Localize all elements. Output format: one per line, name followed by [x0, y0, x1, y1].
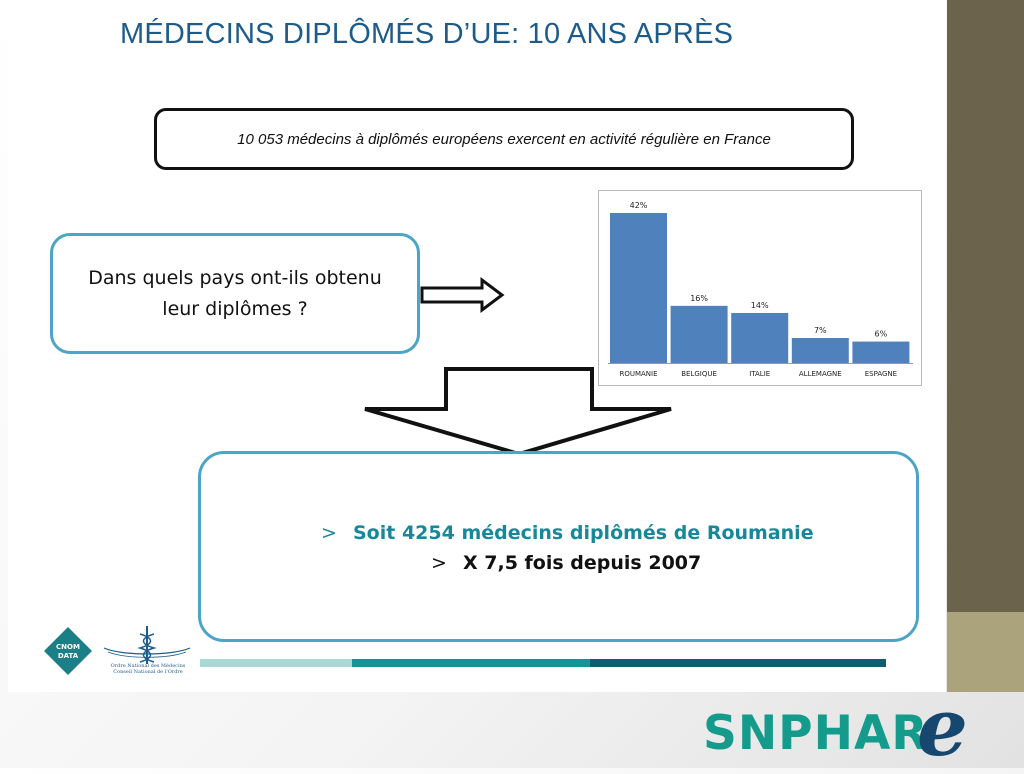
- cnom-data-logo: CNOM DATA: [44, 627, 92, 675]
- result-text-romania: Soit 4254 médecins diplômés de Roumanie: [353, 522, 814, 544]
- tick-label-espagne: ESPAGNE: [865, 370, 897, 378]
- bar-chart-canvas: 42% ROUMANIE 16% BELGIQUE 14% ITALIE 7% ALLEMAG…: [608, 201, 913, 378]
- data-label-allemagne: 7%: [814, 326, 827, 335]
- right-arrow-icon: [420, 277, 505, 313]
- data-label-espagne: 6%: [875, 330, 888, 339]
- data-label-belgique: 16%: [690, 294, 708, 303]
- bar-italie: [731, 313, 789, 363]
- bar-roumanie: [610, 213, 667, 363]
- result-text-growth: X 7,5 fois depuis 2007: [463, 552, 702, 574]
- snphar-logo-text: SNPHAR: [703, 706, 929, 761]
- sidebar-dark-panel: [947, 0, 1024, 612]
- footer-bar-teal: [352, 659, 590, 667]
- bar-allemagne: [791, 338, 849, 363]
- slide-title: MÉDECINS DIPLÔMÉS D’UE: 10 ANS APRÈS: [120, 18, 734, 50]
- ordre-text-line1: Ordre National des Médecins: [110, 663, 186, 669]
- snphar-logo: SNPHAR e: [703, 680, 1021, 774]
- result-box: > Soit 4254 médecins diplômés de Roumanie…: [198, 451, 919, 642]
- tick-label-allemagne: ALLEMAGNE: [799, 370, 842, 378]
- tick-label-italie: ITALIE: [749, 370, 770, 378]
- bar-espagne: [852, 341, 910, 363]
- question-text: Dans quels pays ont-ils obtenu leur dipl…: [88, 266, 382, 320]
- down-arrow-icon: [364, 367, 672, 457]
- bullet-marker: >: [431, 552, 447, 574]
- snphar-logo-e: e: [917, 680, 968, 774]
- result-line-romania: > Soit 4254 médecins diplômés de Roumanie: [321, 522, 814, 544]
- footer-color-bars: [200, 659, 886, 667]
- bar-chart: 42% ROUMANIE 16% BELGIQUE 14% ITALIE 7% ALLEMAG…: [598, 190, 922, 386]
- footer-bar-light: [200, 659, 352, 667]
- bullet-marker: >: [321, 522, 337, 544]
- info-box: 10 053 médecins à diplômés européens exe…: [154, 108, 854, 170]
- result-line-growth: > X 7,5 fois depuis 2007: [431, 552, 701, 574]
- tick-label-roumanie: ROUMANIE: [619, 370, 657, 378]
- ordre-medecins-text: Ordre National des Médecins Conseil Nati…: [103, 663, 193, 675]
- footer-bar-dark: [590, 659, 886, 667]
- sidebar-light-panel: [947, 612, 1024, 692]
- tick-label-belgique: BELGIQUE: [681, 370, 717, 378]
- data-label-roumanie: 42%: [630, 201, 648, 210]
- info-box-text: 10 053 médecins à diplômés européens exe…: [237, 130, 771, 148]
- ordre-medecins-caduceus-logo: [103, 626, 191, 664]
- cnom-logo-line1: CNOM: [56, 643, 80, 651]
- cnom-logo-line2: DATA: [58, 652, 79, 660]
- question-box: Dans quels pays ont-ils obtenu leur dipl…: [50, 233, 420, 354]
- data-label-italie: 14%: [751, 301, 769, 310]
- ordre-text-line2: Conseil National de l'Ordre: [113, 669, 183, 675]
- bar-belgique: [670, 305, 728, 363]
